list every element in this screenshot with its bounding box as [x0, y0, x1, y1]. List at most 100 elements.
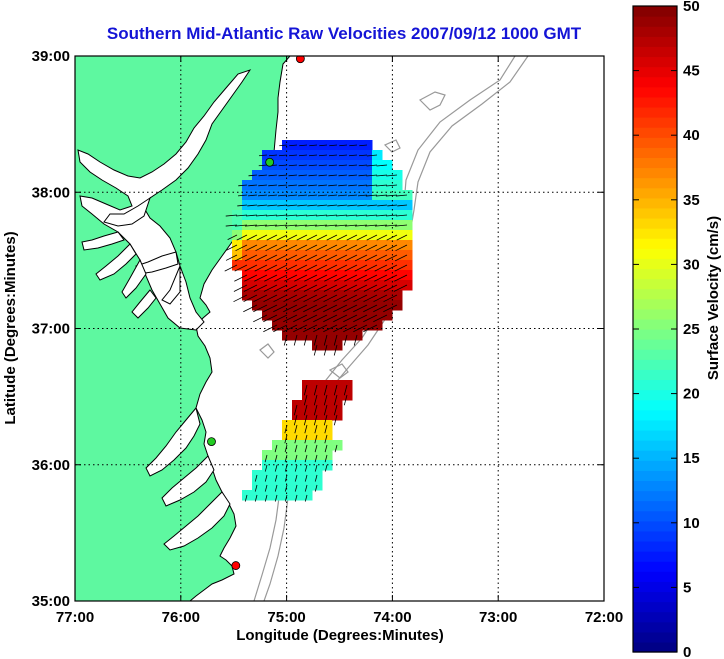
velocity-arrow [323, 334, 328, 346]
velocity-arrow [374, 254, 388, 262]
bay-waters [77, 69, 252, 551]
y-axis-label: Latitude (Degrees:Minutes) [2, 231, 19, 424]
velocity-arrow [324, 434, 328, 444]
velocity-cell [342, 310, 353, 321]
velocity-cell [382, 200, 393, 211]
velocity-arrow [343, 304, 358, 313]
velocity-cell [362, 220, 373, 231]
velocity-cell [372, 280, 383, 291]
velocity-arrow [357, 194, 368, 197]
velocity-arrow [296, 214, 308, 217]
velocity-cell [292, 220, 303, 231]
velocity-arrow [246, 214, 258, 217]
colorbar-band [633, 631, 677, 643]
velocity-cell [332, 230, 343, 241]
velocity-arrow [333, 394, 338, 406]
velocity-cell [402, 270, 413, 281]
velocity-arrow [303, 304, 318, 313]
velocity-cell [382, 170, 393, 181]
velocity-arrow [304, 424, 308, 434]
velocity-cell [272, 210, 283, 221]
velocity-cell [392, 260, 403, 271]
x-axis-label: Longitude (Degrees:Minutes) [236, 627, 444, 644]
velocity-cell [372, 240, 383, 251]
colorbar-band [633, 207, 677, 219]
velocity-cell [372, 170, 383, 181]
velocity-arrow [346, 234, 358, 241]
velocity-arrow [255, 244, 268, 252]
velocity-cell [372, 160, 383, 171]
velocity-cell [362, 310, 373, 321]
velocity-cell [352, 180, 363, 191]
velocity-cell [392, 270, 403, 281]
velocity-cell [362, 150, 373, 161]
velocity-cell [342, 230, 353, 241]
velocity-cell [352, 280, 363, 291]
velocity-cell [282, 190, 293, 201]
velocity-arrow [318, 154, 328, 157]
colorbar-tick-label: 50 [683, 0, 700, 15]
velocity-arrow [277, 204, 288, 207]
velocity-arrow [328, 174, 338, 177]
velocity-cell [322, 320, 333, 331]
velocity-cell [332, 160, 343, 171]
colorbar-band [633, 510, 677, 522]
velocity-arrow [333, 404, 338, 416]
velocity-cell [342, 140, 353, 151]
velocity-cell [242, 290, 253, 301]
velocity-cell [342, 280, 353, 291]
velocity-arrow [284, 474, 288, 482]
velocity-arrow [363, 294, 378, 303]
colorbar-band [633, 601, 677, 613]
velocity-cell [272, 290, 283, 301]
velocity-arrow [299, 144, 308, 147]
colorbar-band [633, 228, 677, 239]
velocity-cell [282, 210, 293, 221]
velocity-arrow [375, 194, 388, 197]
velocity-arrow [366, 164, 378, 167]
velocity-cell [392, 190, 403, 201]
velocity-cell [242, 260, 253, 271]
colorbar-band [633, 106, 677, 118]
velocity-cell [382, 280, 393, 291]
velocity-arrow [253, 284, 268, 292]
velocity-arrow [257, 194, 268, 197]
velocity-arrow [366, 154, 378, 157]
velocity-cell [262, 230, 273, 241]
velocity-arrow [333, 384, 338, 396]
velocity-cell [352, 240, 363, 251]
velocity-arrow [354, 274, 368, 282]
colorbar-band [633, 36, 677, 47]
velocity-cell [402, 280, 413, 291]
velocity-arrow [263, 314, 278, 323]
velocity-arrow [384, 264, 398, 272]
velocity-arrow [274, 484, 278, 492]
velocity-cell [272, 300, 283, 311]
velocity-cell [272, 310, 283, 321]
velocity-cell [242, 210, 253, 221]
velocity-arrow [263, 304, 278, 313]
velocity-arrow [366, 184, 378, 187]
y-tick-label: 39:00 [32, 48, 70, 65]
velocity-cell [292, 320, 303, 331]
colorbar-band [633, 551, 677, 562]
velocity-cell [322, 150, 333, 161]
velocity-arrow [293, 414, 298, 426]
velocity-arrow [314, 474, 318, 482]
velocity-arrow [336, 214, 348, 217]
velocity-cell [272, 240, 283, 251]
velocity-arrow [263, 324, 278, 333]
velocity-cell [362, 160, 373, 171]
velocity-cell [322, 290, 333, 301]
velocity-arrow [225, 254, 238, 261]
velocity-arrow [337, 194, 348, 197]
velocity-arrow [337, 204, 348, 207]
colorbar-band [633, 561, 677, 572]
velocity-cell [262, 260, 273, 271]
colorbar-band [633, 480, 677, 492]
velocity-arrow [348, 154, 358, 157]
velocity-cell [302, 200, 313, 211]
velocity-arrow [397, 204, 408, 207]
velocity-cell [302, 280, 313, 291]
velocity-arrow [258, 184, 268, 187]
